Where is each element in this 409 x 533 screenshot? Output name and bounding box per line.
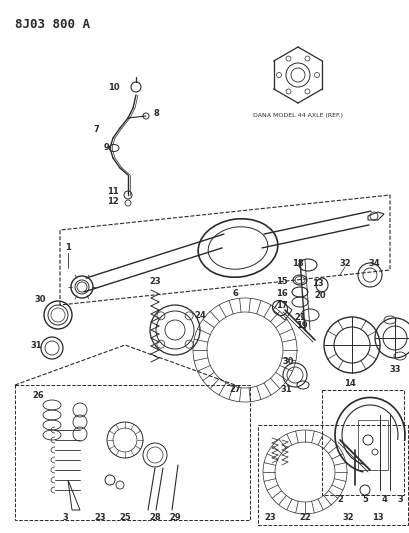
Text: 25: 25 — [119, 513, 131, 522]
Text: 28: 28 — [149, 513, 161, 522]
Text: 23: 23 — [264, 513, 276, 522]
Text: 32: 32 — [339, 259, 351, 268]
Text: 20: 20 — [314, 290, 326, 300]
Text: 23: 23 — [149, 278, 161, 287]
Text: 7: 7 — [93, 125, 99, 134]
Text: 31: 31 — [280, 385, 292, 394]
Text: 3: 3 — [397, 496, 403, 505]
Text: 2: 2 — [337, 496, 343, 505]
Text: 11: 11 — [107, 188, 119, 197]
Text: 18: 18 — [292, 260, 304, 269]
Text: DANA MODEL 44 AXLE (REF.): DANA MODEL 44 AXLE (REF.) — [253, 113, 343, 118]
Bar — [258, 425, 408, 525]
Text: 22: 22 — [299, 513, 311, 522]
Text: 30: 30 — [282, 358, 294, 367]
Text: 16: 16 — [276, 289, 288, 298]
Text: 4: 4 — [382, 496, 388, 505]
Text: 9: 9 — [103, 143, 109, 152]
Text: 27: 27 — [229, 385, 241, 394]
Text: 26: 26 — [32, 391, 44, 400]
Text: 14: 14 — [344, 378, 356, 387]
Text: 6: 6 — [232, 288, 238, 297]
Text: 30: 30 — [34, 295, 46, 304]
Text: 21: 21 — [294, 313, 306, 322]
Bar — [358, 420, 388, 470]
Text: 17: 17 — [276, 301, 288, 310]
Text: 23: 23 — [94, 513, 106, 522]
Text: 3: 3 — [62, 513, 68, 522]
Text: 31: 31 — [30, 342, 42, 351]
Text: 19: 19 — [296, 320, 308, 329]
Text: 10: 10 — [108, 83, 120, 92]
Text: 8J03 800 A: 8J03 800 A — [15, 18, 90, 31]
Bar — [322, 390, 404, 495]
Text: 13: 13 — [372, 513, 384, 522]
Bar — [15, 385, 250, 520]
Text: 24: 24 — [194, 311, 206, 319]
Text: 12: 12 — [107, 198, 119, 206]
Text: 34: 34 — [368, 259, 380, 268]
Text: 5: 5 — [362, 496, 368, 505]
Text: 13: 13 — [312, 279, 324, 288]
Text: 29: 29 — [169, 513, 181, 522]
Text: 33: 33 — [389, 366, 401, 375]
Text: 32: 32 — [342, 513, 354, 522]
Text: 15: 15 — [276, 277, 288, 286]
Text: 1: 1 — [65, 244, 71, 253]
Text: 8: 8 — [153, 109, 159, 117]
